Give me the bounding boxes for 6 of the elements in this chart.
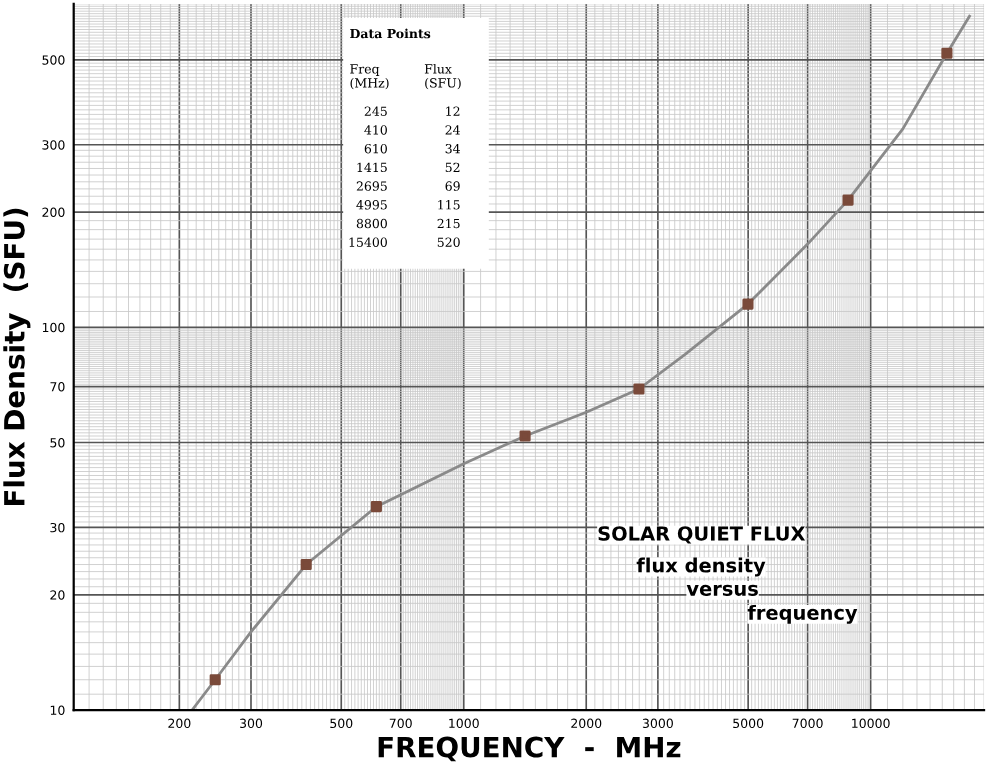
annotation: versus	[686, 584, 758, 596]
x-axis-title: FREQUENCY - MHz	[378, 736, 681, 762]
y-axis-title: Flux Density (SFU)	[3, 208, 31, 506]
annotation: frequency	[747, 604, 858, 624]
annotation: SOLAR QUIET FLUX	[598, 526, 806, 544]
annotation: flux density	[636, 557, 766, 577]
